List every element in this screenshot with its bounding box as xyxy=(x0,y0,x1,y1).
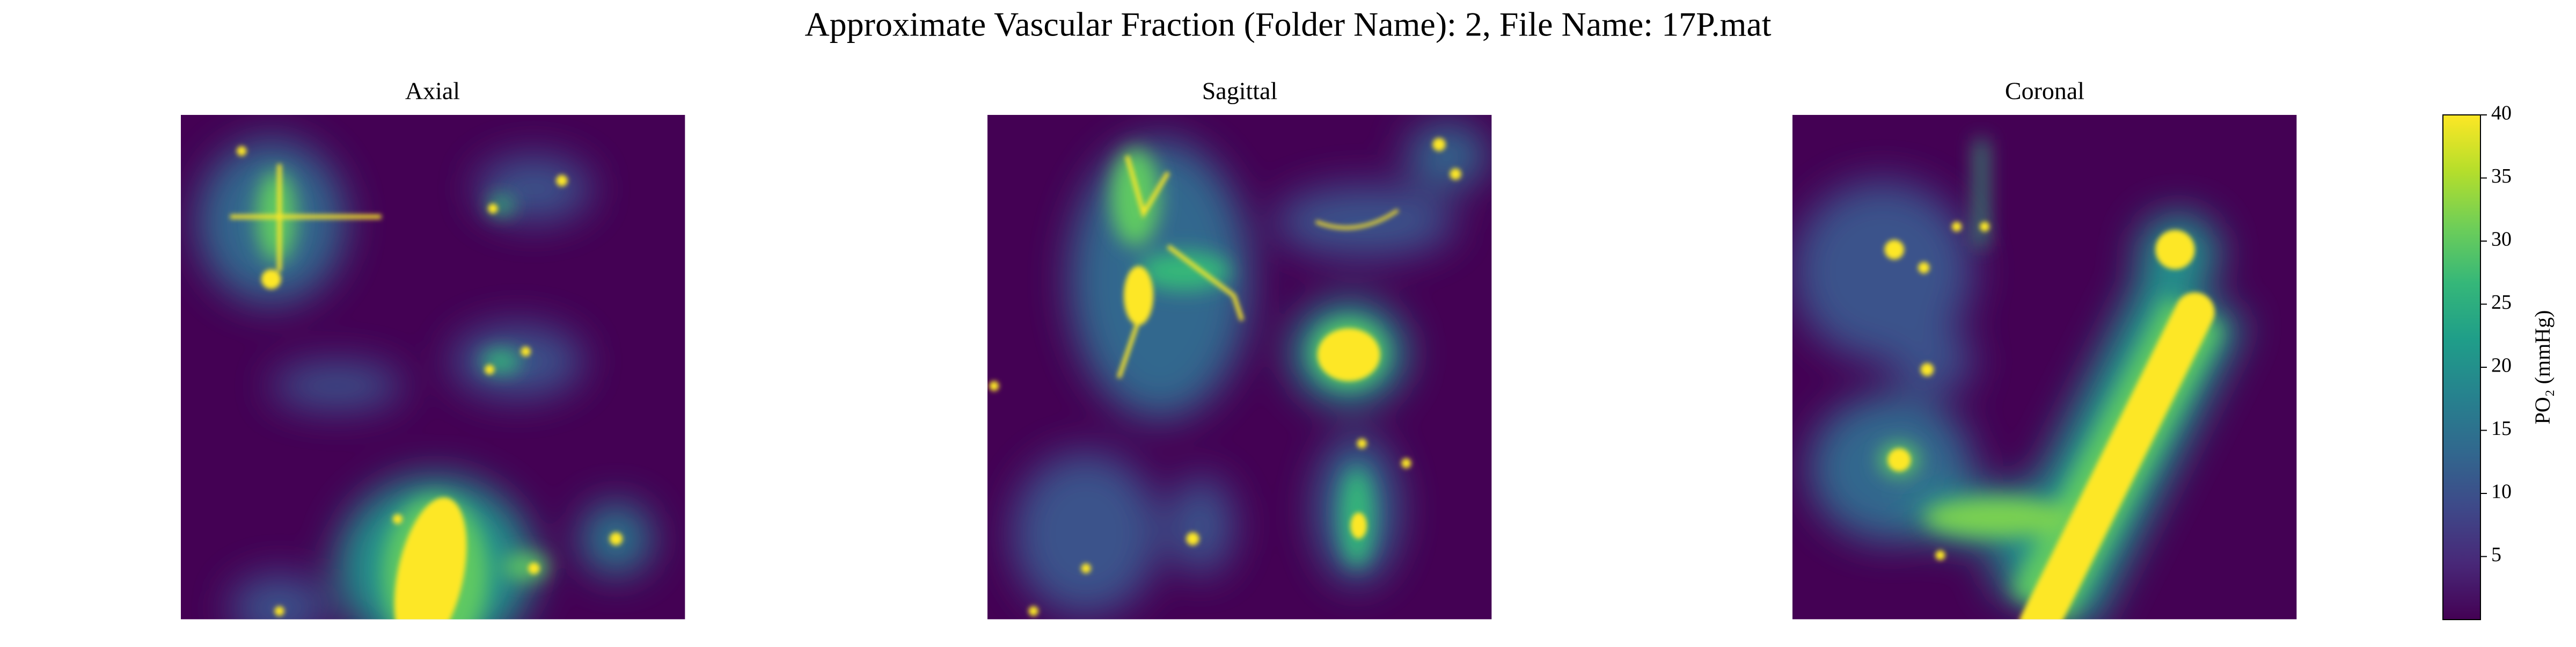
heatmap-image xyxy=(987,115,1492,620)
heatmap-image xyxy=(181,115,685,620)
panel-title: Axial xyxy=(405,77,460,105)
panel-title: Coronal xyxy=(2005,77,2084,105)
colorbar: 5 10 15 20 25 30 35 40 PO₂ (mmHg) xyxy=(2442,102,2555,620)
colorbar-gradient xyxy=(2442,114,2481,620)
heatmap-image xyxy=(1792,115,2297,620)
colorbar-tick-label: 30 xyxy=(2491,228,2512,251)
panel-title: Sagittal xyxy=(1202,77,1278,105)
colorbar-tick-label: 35 xyxy=(2491,165,2512,187)
colorbar-label: PO₂ (mmHg) xyxy=(2530,310,2555,425)
colorbar-tick-label: 20 xyxy=(2491,354,2512,377)
colorbar-tick-label: 15 xyxy=(2491,417,2512,440)
colorbar-tick-label: 10 xyxy=(2491,481,2512,503)
colorbar-tick-label: 40 xyxy=(2491,102,2512,125)
colorbar-tick-label: 25 xyxy=(2491,291,2512,314)
chart-title: Approximate Vascular Fraction (Folder Na… xyxy=(804,5,1771,43)
colorbar-tick-label: 5 xyxy=(2491,543,2501,566)
